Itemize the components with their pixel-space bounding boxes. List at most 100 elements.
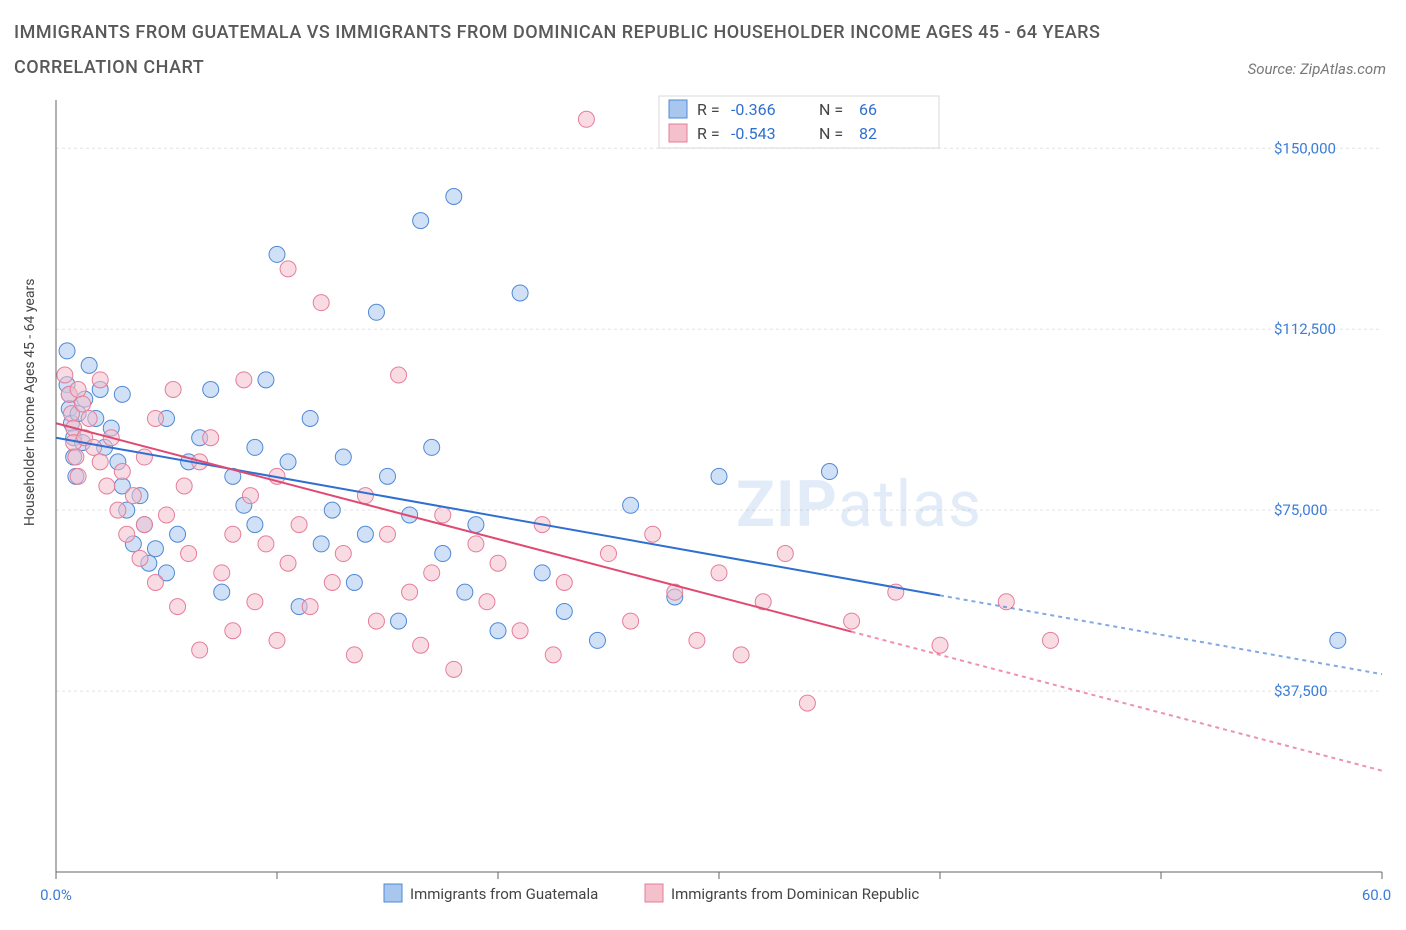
y-axis-title: Householder Income Ages 45 - 64 years [22,279,38,526]
correlation-scatter-chart: $37,500$75,000$112,500$150,000ZIPatlas0.… [14,94,1392,914]
data-point [335,449,351,465]
data-point [357,488,373,504]
data-point [176,478,192,494]
trend-line-extrapolated [940,595,1382,674]
y-tick-label: $37,500 [1274,682,1328,700]
data-point [119,526,135,542]
data-point [391,367,407,383]
data-point [645,526,661,542]
data-point [799,695,815,711]
data-point [313,295,329,311]
data-point [380,468,396,484]
data-point [214,584,230,600]
watermark: ZIPatlas [736,467,982,542]
data-point [225,526,241,542]
data-point [203,382,219,398]
data-point [280,555,296,571]
trend-line-extrapolated [852,632,1382,771]
data-point [136,449,152,465]
data-point [380,526,396,542]
legend-swatch [384,884,402,902]
data-point [689,632,705,648]
data-point [247,439,263,455]
legend-r-label: R = [697,124,720,143]
data-point [125,488,141,504]
data-point [181,546,197,562]
data-point [70,468,86,484]
data-point [280,454,296,470]
data-point [99,478,115,494]
data-point [214,565,230,581]
data-point [59,343,75,359]
data-point [92,454,108,470]
data-point [468,536,484,552]
data-point [192,642,208,658]
data-point [623,497,639,513]
data-point [335,546,351,562]
data-point [534,565,550,581]
data-point [247,594,263,610]
data-point [479,594,495,610]
data-point [114,386,130,402]
data-point [114,464,130,480]
data-point [446,189,462,205]
legend-r-value: -0.543 [731,124,776,143]
x-tick-label-max: 60.0% [1362,886,1392,904]
data-point [391,613,407,629]
data-point [512,285,528,301]
data-point [75,396,91,412]
data-point [435,507,451,523]
data-point [844,613,860,629]
data-point [302,599,318,615]
data-point [711,468,727,484]
data-point [932,637,948,653]
data-point [711,565,727,581]
data-point [269,632,285,648]
data-point [413,637,429,653]
legend-r-label: R = [697,100,720,119]
data-point [402,584,418,600]
data-point [457,584,473,600]
legend-swatch [669,100,687,118]
source-label: Source: ZipAtlas.com [1248,60,1386,78]
data-point [170,526,186,542]
data-point [291,517,307,533]
data-point [556,575,572,591]
data-point [147,541,163,557]
y-tick-label: $150,000 [1274,139,1336,157]
data-point [733,647,749,663]
data-point [313,536,329,552]
data-point [225,623,241,639]
legend-n-value: 66 [859,100,877,119]
data-point [424,439,440,455]
data-point [86,439,102,455]
chart-title-line2: CORRELATION CHART [14,57,1100,78]
legend-n-label: N = [819,100,843,119]
data-point [324,502,340,518]
data-point [269,246,285,262]
x-tick-label-min: 0.0% [40,886,72,904]
legend-swatch [669,124,687,142]
data-point [512,623,528,639]
legend-swatch [645,884,663,902]
header: IMMIGRANTS FROM GUATEMALA VS IMMIGRANTS … [0,0,1406,78]
y-tick-label: $112,500 [1274,320,1336,338]
legend-n-value: 82 [859,124,877,143]
data-point [258,536,274,552]
data-point [92,372,108,388]
data-point [1043,632,1059,648]
data-point [1330,632,1346,648]
data-point [490,623,506,639]
chart-title-line1: IMMIGRANTS FROM GUATEMALA VS IMMIGRANTS … [14,22,1100,43]
data-point [132,550,148,566]
data-point [346,647,362,663]
data-point [545,647,561,663]
data-point [589,632,605,648]
data-point [165,382,181,398]
data-point [468,517,484,533]
data-point [435,546,451,562]
data-point [490,555,506,571]
data-point [424,565,440,581]
data-point [446,661,462,677]
data-point [70,382,86,398]
